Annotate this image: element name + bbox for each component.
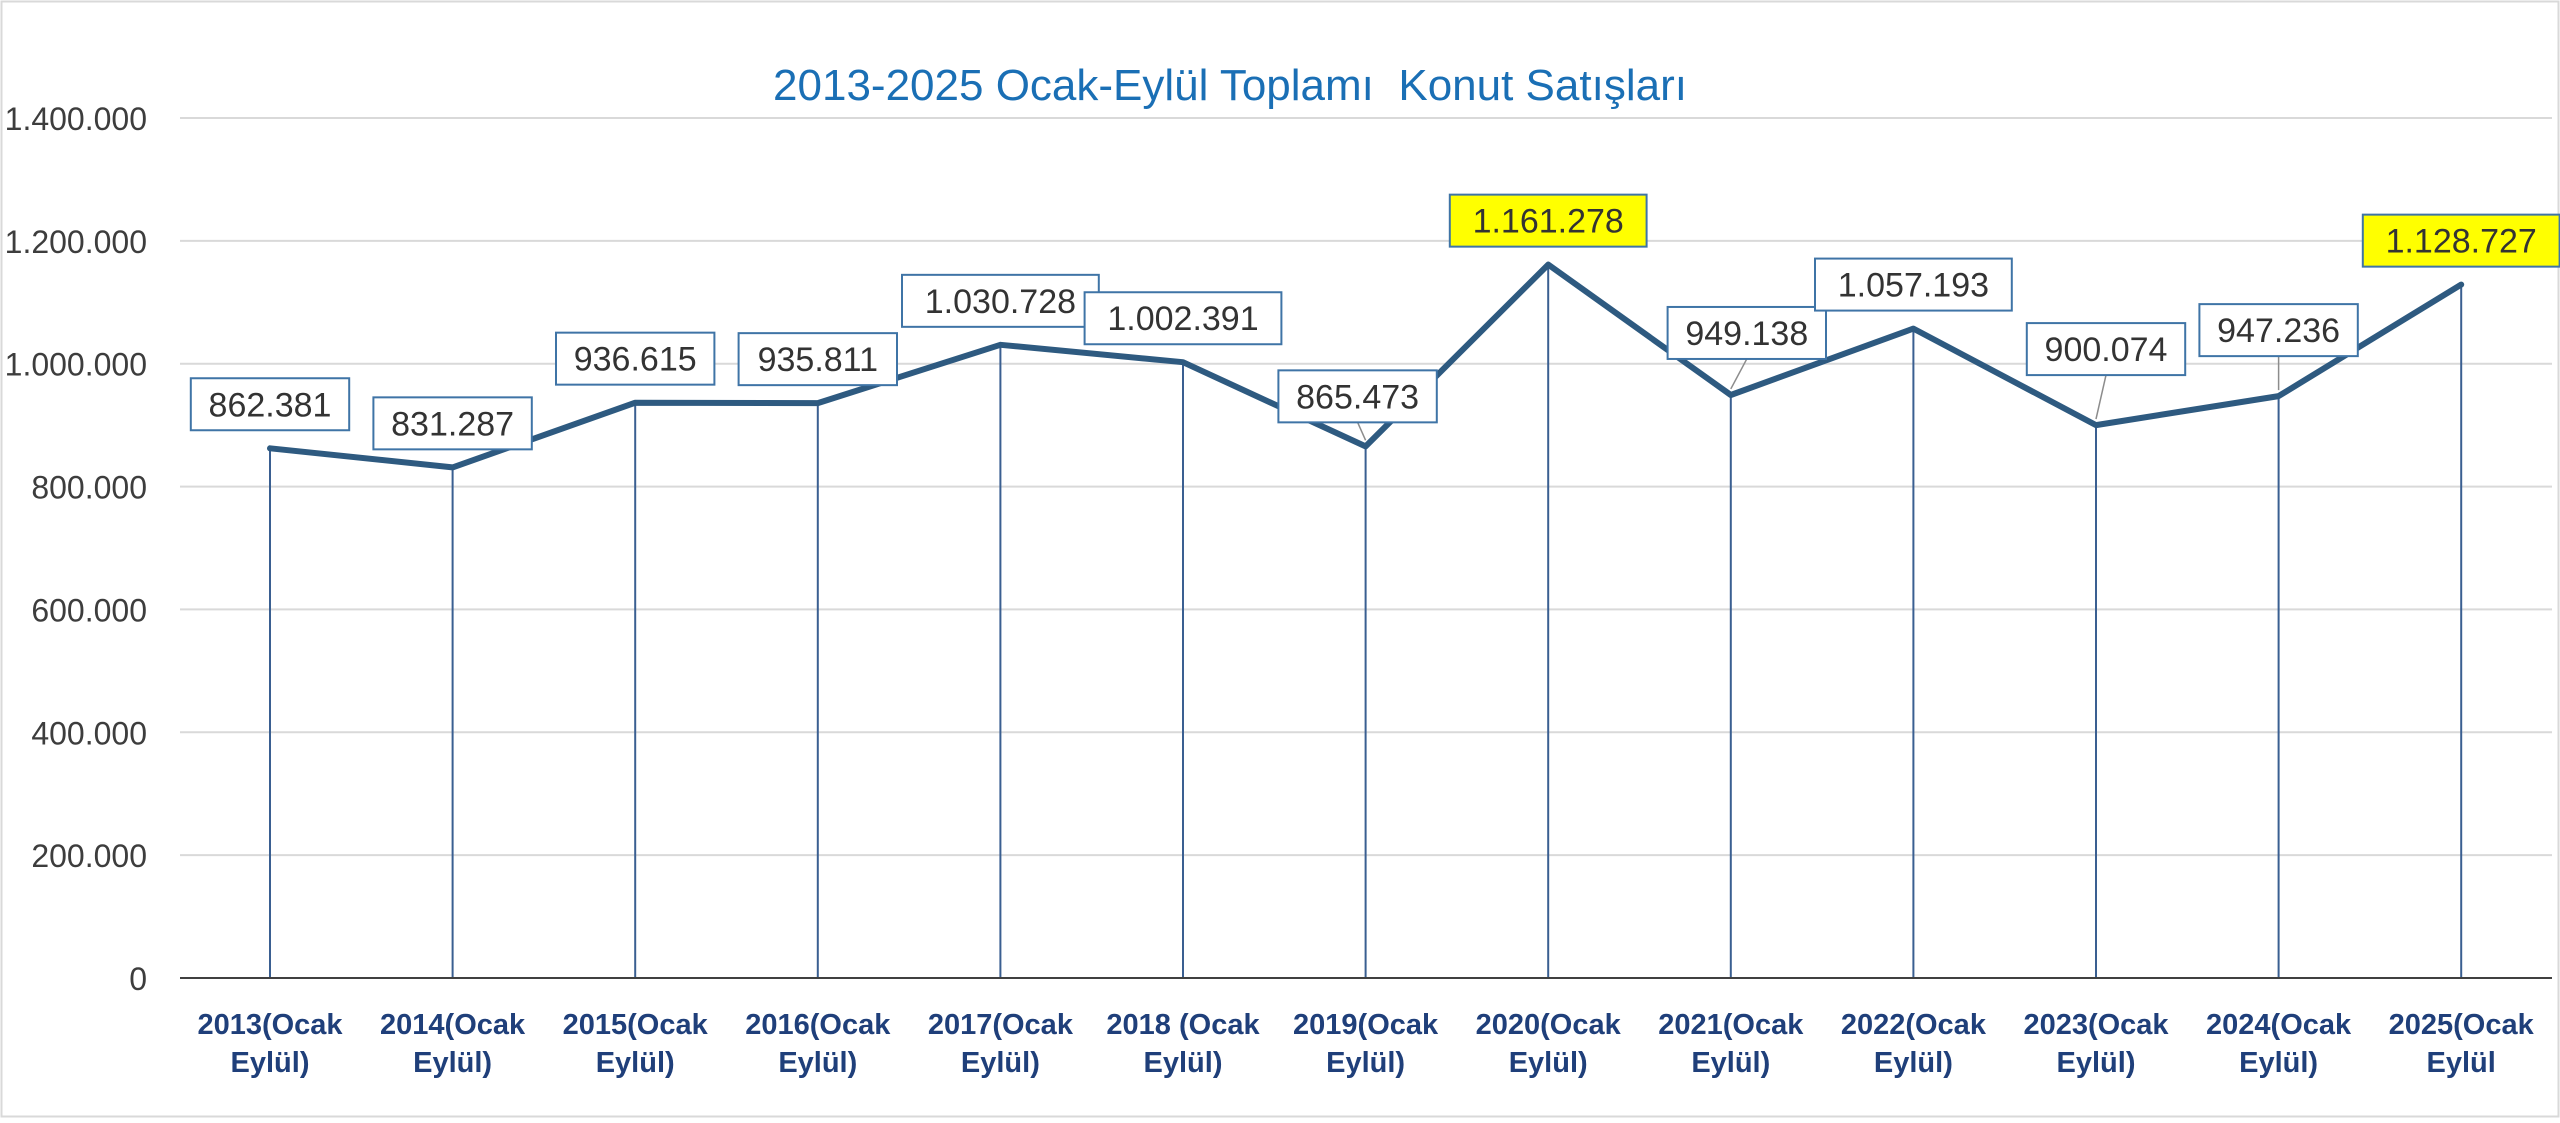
x-tick-label: 2018 (Ocak Eylül) <box>1106 1009 1260 1079</box>
data-label-text: 1.057.193 <box>1838 267 1989 305</box>
drop-lines <box>269 264 2463 978</box>
data-label-text: 947.236 <box>2217 312 2340 350</box>
y-tick-label: 0 <box>129 961 147 997</box>
x-tick-label: 2019(Ocak Eylül) <box>1293 1009 1439 1079</box>
data-label-text: 935.811 <box>758 341 878 379</box>
data-label-box <box>1448 193 1648 248</box>
x-tick-label: 2021(Ocak Eylül) <box>1658 1009 1804 1079</box>
data-label-box <box>555 331 716 386</box>
label-leader-lines <box>1356 356 2280 441</box>
data-label: 1.002.391 <box>1083 291 1283 346</box>
y-axis-tick-labels: 0 200.000 400.000 600.000 800.000 1.000.000 1.… <box>5 101 147 997</box>
x-tick-label: 2023(Ocak Eylül) <box>2023 1009 2169 1079</box>
x-tick-label: 2022(Ocak Eylül) <box>1841 1009 1987 1079</box>
data-label-box <box>1814 257 2013 312</box>
x-tick-label: 2020(Ocak Eylül) <box>1476 1009 1622 1079</box>
chart-title: 2013-2025 Ocak-Eylül Toplamı Konut Satış… <box>773 61 1687 110</box>
data-label-text: 1.161.278 <box>1473 203 1624 241</box>
data-label-box <box>189 377 351 432</box>
data-label: 1.128.727 <box>2361 213 2560 268</box>
data-label: 949.138 <box>1666 305 1827 360</box>
data-label: 936.615 <box>555 331 716 386</box>
x-tick-label: 2013(Ocak Eylül) <box>197 1009 343 1079</box>
data-label-text: 1.002.391 <box>1107 300 1258 338</box>
data-label-text: 865.473 <box>1296 378 1419 416</box>
data-label: 831.287 <box>372 396 533 451</box>
leader-line <box>1730 358 1748 390</box>
data-label-box <box>1277 369 1438 424</box>
data-label: 862.381 <box>189 377 351 432</box>
data-label-box <box>2198 303 2359 358</box>
y-tick-label: 800.000 <box>31 470 147 506</box>
data-label-box <box>737 332 898 387</box>
data-label-text: 936.615 <box>574 341 697 379</box>
data-label: 935.811 <box>737 332 898 387</box>
data-label: 1.161.278 <box>1448 193 1648 248</box>
y-tick-label: 600.000 <box>31 592 147 628</box>
data-label-text: 831.287 <box>391 405 514 443</box>
leader-line <box>1356 422 1367 441</box>
y-tick-label: 1.000.000 <box>5 347 147 383</box>
y-tick-label: 1.400.000 <box>5 101 147 137</box>
data-label-text: 1.128.727 <box>2386 223 2537 261</box>
data-label: 865.473 <box>1277 369 1438 424</box>
data-label-box <box>372 396 533 451</box>
x-tick-label: 2025(Ocak Eylül <box>2389 1009 2535 1079</box>
data-label-box <box>2361 213 2560 268</box>
data-label-text: 949.138 <box>1685 315 1808 353</box>
data-label-text: 1.030.728 <box>925 283 1076 321</box>
data-label-text: 900.074 <box>2045 331 2168 369</box>
data-label: 1.057.193 <box>1814 257 2013 312</box>
x-tick-label: 2017(Ocak Eylül) <box>928 1009 1074 1079</box>
y-tick-label: 1.200.000 <box>5 224 147 260</box>
data-label-text: 862.381 <box>209 386 332 424</box>
y-tick-label: 200.000 <box>31 838 147 874</box>
data-label-box <box>2025 322 2187 377</box>
x-tick-label: 2016(Ocak Eylül) <box>745 1009 891 1079</box>
data-label: 1.030.728 <box>901 273 1100 328</box>
y-tick-label: 400.000 <box>31 715 147 751</box>
x-tick-label: 2015(Ocak Eylül) <box>563 1009 709 1079</box>
leader-line <box>2095 374 2107 420</box>
data-label: 900.074 <box>2025 322 2187 377</box>
series-line <box>267 261 2465 471</box>
data-label-box <box>1083 291 1283 346</box>
data-label: 947.236 <box>2198 303 2359 358</box>
data-labels: 862.381 831.287 936.615 935.811 1.030.728 1.0… <box>189 193 2560 451</box>
data-label-box <box>1666 305 1827 360</box>
x-tick-label: 2014(Ocak Eylül) <box>380 1009 526 1079</box>
data-label-box <box>901 273 1100 328</box>
x-tick-label: 2024(Ocak Eylül) <box>2206 1009 2352 1079</box>
x-axis-tick-labels: 2013(Ocak Eylül) 2014(Ocak Eylül) 2015(Ocak E… <box>197 1009 2534 1079</box>
